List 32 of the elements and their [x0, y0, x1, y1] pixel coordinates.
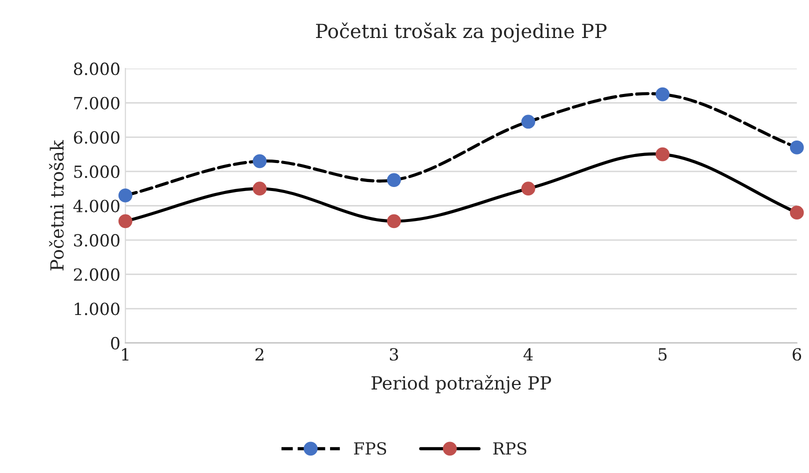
x-tick-label: 2: [256, 348, 264, 360]
point: [790, 140, 804, 154]
point: [252, 182, 267, 196]
point: [387, 214, 401, 228]
y-tick-label: 2.000: [74, 268, 120, 281]
x-tick-label: 4: [523, 348, 533, 360]
legend-label: FPS: [354, 442, 386, 455]
x-tick-label: 1: [122, 348, 128, 360]
point: [521, 114, 536, 129]
chart-title: Početni trošak za pojedine PP: [316, 22, 607, 42]
x-tick-label: 3: [390, 348, 398, 361]
point: [790, 206, 804, 220]
y-tick-label: 6.000: [74, 131, 120, 144]
y-tick-label: 8.000: [74, 62, 120, 76]
legend-label: RPS: [493, 442, 526, 455]
y-axis-title: Početni trošak: [49, 140, 64, 270]
y-tick-label: 7.000: [74, 96, 120, 110]
y-tick-label: 1.000: [74, 302, 120, 316]
point: [521, 182, 536, 196]
point: [387, 173, 401, 187]
y-tick-label: 4.000: [73, 200, 120, 212]
point: [252, 154, 267, 168]
point: [656, 87, 670, 102]
x-tick-label: 5: [658, 348, 667, 361]
x-tick-label: 6: [792, 348, 802, 361]
point: [118, 188, 132, 202]
y-tick-label: 0: [111, 336, 120, 350]
point: [656, 147, 670, 162]
point: [118, 214, 132, 228]
y-tick-label: 3.000: [74, 234, 120, 247]
y-tick-label: 5.000: [74, 165, 120, 178]
x-axis-title: Period potražnje PP: [372, 375, 552, 394]
